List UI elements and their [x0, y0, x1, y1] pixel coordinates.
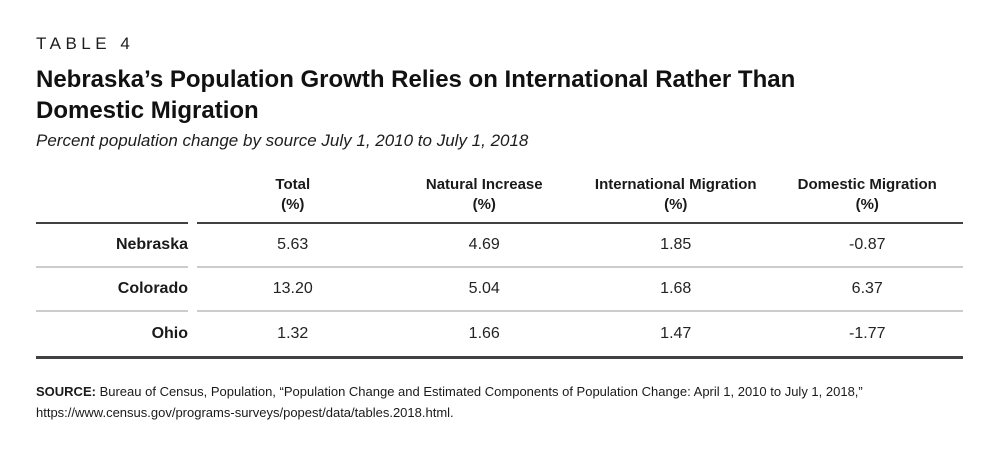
column-header-unit: (%): [472, 196, 496, 213]
cell-value: 1.85: [660, 236, 692, 253]
table-subtitle: Percent population change by source July…: [36, 131, 529, 150]
header-data-area: Total (%) Natural Increase (%) Internation…: [197, 175, 963, 224]
table-header-row: Total (%) Natural Increase (%) Internation…: [36, 175, 963, 224]
table-title: Nebraska’s Population Growth Relies on I…: [36, 66, 796, 124]
page: TABLE 4 Nebraska’s Population Growth Rel…: [36, 34, 963, 423]
cell-value: 1.32: [277, 325, 309, 342]
column-gap: [188, 224, 197, 268]
column-header-unit: (%): [664, 196, 688, 213]
header-row-label-spacer: [36, 175, 188, 224]
cell-value: 5.04: [468, 280, 500, 297]
column-header-name: International Migration: [594, 176, 757, 193]
source-citation-line2: https://www.census.gov/programs-surveys/…: [36, 405, 454, 420]
column-header-name: Natural Increase: [425, 176, 543, 193]
table-row-colorado: Colorado 13.20 5.04 1.68 6.37: [36, 268, 963, 312]
column-gap: [188, 312, 197, 356]
column-gap: [188, 268, 197, 312]
row-label: Colorado: [117, 280, 188, 297]
data-table: Total (%) Natural Increase (%) Internation…: [36, 175, 963, 359]
source-citation-line1: Bureau of Census, Population, “Populatio…: [99, 384, 863, 399]
table-number-label: TABLE 4: [36, 34, 135, 53]
column-header-international-migration: International Migration (%): [580, 175, 772, 222]
cell-value: 1.66: [468, 325, 500, 342]
cell-value: 1.68: [660, 280, 692, 297]
column-header-name: Domestic Migration: [797, 176, 937, 193]
row-label: Ohio: [151, 325, 188, 342]
table-row-nebraska: Nebraska 5.63 4.69 1.85 -0.87: [36, 224, 963, 268]
column-header-total: Total (%): [197, 175, 389, 222]
column-header-domestic-migration: Domestic Migration (%): [772, 175, 964, 222]
column-header-unit: (%): [855, 196, 879, 213]
cell-value: 6.37: [851, 280, 883, 297]
cell-value: 4.69: [468, 236, 500, 253]
row-label: Nebraska: [115, 236, 188, 253]
column-header-natural-increase: Natural Increase (%): [389, 175, 581, 222]
cell-value: 13.20: [272, 280, 313, 297]
source-note: SOURCE: Bureau of Census, Population, “P…: [36, 381, 946, 423]
cell-value: 1.47: [660, 325, 692, 342]
column-header-name: Total: [275, 176, 311, 193]
cell-value: -1.77: [849, 325, 886, 342]
source-label: SOURCE:: [36, 384, 96, 399]
table-bottom-rule: [36, 356, 963, 359]
column-gap: [188, 175, 197, 224]
cell-value: 5.63: [277, 236, 309, 253]
column-header-unit: (%): [281, 196, 305, 213]
table-row-ohio: Ohio 1.32 1.66 1.47 -1.77: [36, 312, 963, 356]
cell-value: -0.87: [849, 236, 886, 253]
